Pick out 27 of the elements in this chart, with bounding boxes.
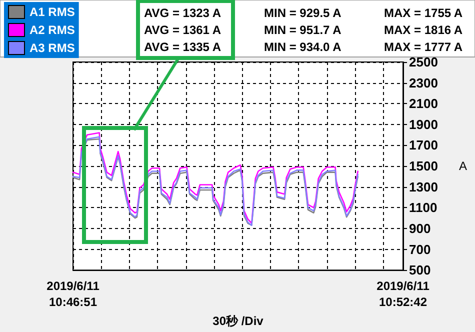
- text: MIN = 934.0 A: [264, 40, 342, 54]
- x-axis-title: 30秒 /Div: [212, 314, 264, 328]
- y-tick-label: 1100: [409, 200, 438, 216]
- y-tick-label: 1300: [409, 179, 438, 194]
- y-tick-label: 700: [409, 242, 431, 257]
- text: AVG = 1361 A: [144, 23, 222, 37]
- text: AVG = 1335 A: [144, 40, 222, 54]
- text: AVG = 1323 A: [144, 6, 222, 20]
- y-axis-title: A: [459, 159, 468, 174]
- y-tick-label: 2500: [409, 54, 438, 70]
- text: MAX = 1755 A: [384, 6, 463, 20]
- legend-label: A2 RMS: [30, 23, 75, 37]
- y-tick-label: 2300: [409, 75, 438, 90]
- x-tick-label: 2019/6/11 10:46:51: [46, 279, 100, 310]
- text: MIN = 951.7 A: [264, 23, 342, 37]
- y-tick-label: 1900: [409, 116, 438, 132]
- legend-label: A1 RMS: [30, 5, 75, 19]
- text: MIN = 929.5 A: [264, 6, 342, 20]
- y-tick-label: 1500: [409, 158, 438, 174]
- text: MAX = 1816 A: [384, 23, 463, 37]
- text: MAX = 1777 A: [384, 40, 463, 54]
- x-tick-label: 2019/6/11 10:52:42: [376, 279, 430, 310]
- y-tick-label: 2100: [409, 96, 438, 112]
- y-tick-label: 500: [409, 262, 431, 278]
- y-tick-label: 1700: [409, 138, 438, 153]
- y-tick-label: 900: [409, 220, 431, 236]
- legend-label: A3 RMS: [30, 41, 75, 55]
